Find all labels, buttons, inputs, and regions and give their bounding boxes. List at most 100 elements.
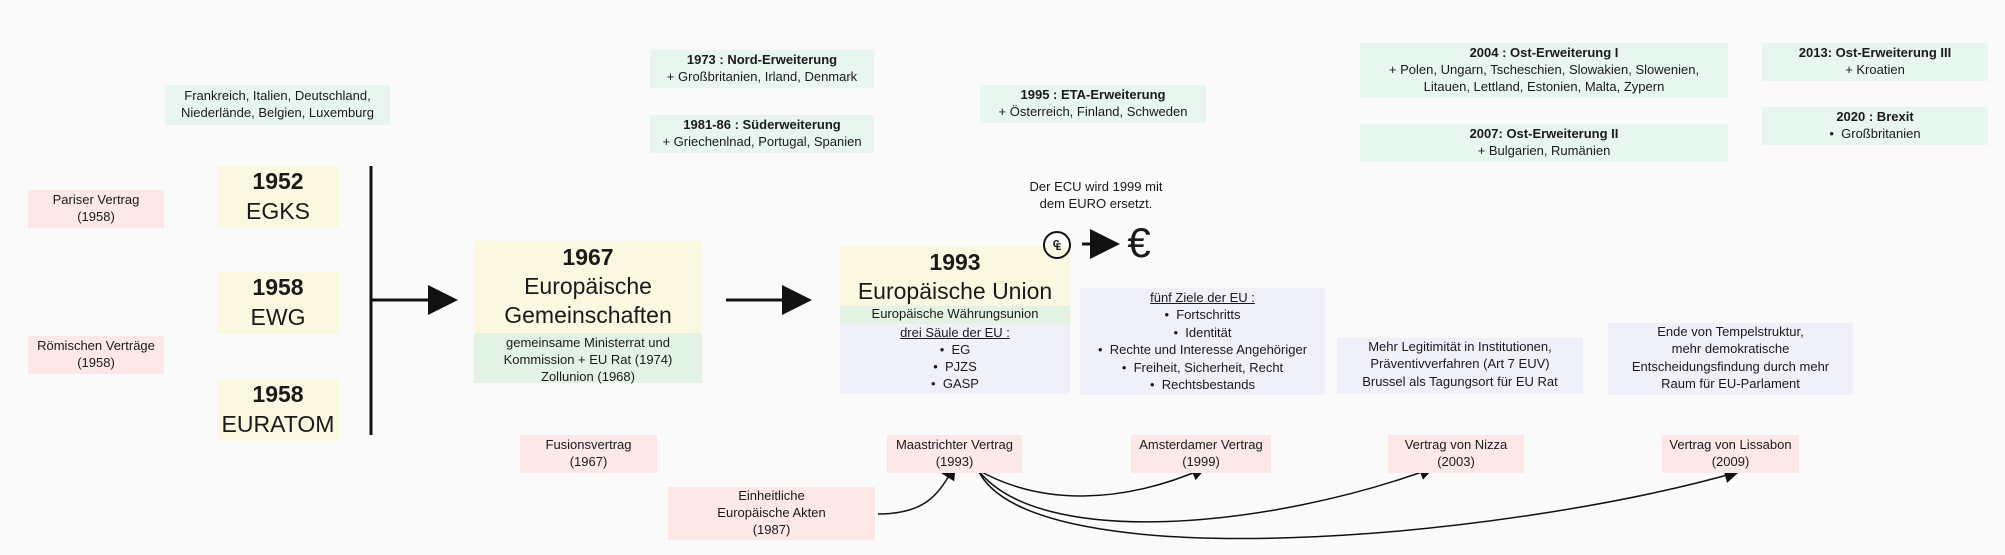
rome-treaties-name: Römischen Verträge bbox=[37, 338, 155, 353]
eu-waehrungsunion: Europäische Währungsunion bbox=[840, 306, 1070, 324]
east2-members: + Bulgarien, Rumänien bbox=[1477, 142, 1611, 158]
eg-1967-name-line1: Europäische bbox=[524, 273, 652, 300]
arrow-eea-to-maastricht bbox=[877, 464, 956, 515]
treaty-eea: Einheitliche Europäische Akten (1987) bbox=[668, 487, 875, 540]
north-members: + Großbritanien, Irland, Denmark bbox=[666, 68, 858, 84]
pillar-item: GASP bbox=[840, 375, 1070, 392]
enlargement-east1: 2004 : Ost-Erweiterung I + Polen, Ungarn… bbox=[1360, 43, 1728, 98]
arrow-maastricht-to-amsterdam bbox=[977, 466, 1207, 497]
goal-item: Identität bbox=[1080, 324, 1325, 341]
eea-line2: Europäische Akten bbox=[717, 504, 826, 520]
nizza-note-line: Präventivverfahren (Art 7 EUV) bbox=[1370, 356, 1550, 372]
treaty-nizza: Vertrag von Nizza (2003) bbox=[1388, 435, 1524, 473]
lissabon-note-line: Raum für EU-Parlament bbox=[1661, 375, 1800, 391]
ewg-name: EWG bbox=[250, 303, 306, 330]
rome-treaties: Römischen Verträge (1958) bbox=[28, 336, 164, 374]
paris-treaty-name: Pariser Vertrag bbox=[52, 192, 140, 207]
goals-title: fünf Ziele der EU : bbox=[1150, 290, 1255, 305]
efta-title: 1995 : ETA-Erweiterung bbox=[1020, 87, 1166, 102]
lissabon-note-line: mehr demokratische bbox=[1671, 341, 1790, 357]
rome-treaties-year: (1958) bbox=[77, 354, 115, 370]
amsterdam-year: (1999) bbox=[1182, 453, 1220, 469]
enlargement-south: 1981-86 : Süderweiterung + Griechenlnad,… bbox=[650, 115, 874, 153]
egks-name: EGKS bbox=[246, 197, 310, 224]
eu-1993-box: 1993 Europäische Union bbox=[840, 246, 1070, 306]
enlargement-east2: 2007: Ost-Erweiterung II + Bulgarien, Ru… bbox=[1360, 124, 1728, 162]
eu-1993-name: Europäische Union bbox=[857, 278, 1053, 305]
arrow-maastricht-to-nizza bbox=[977, 465, 1435, 523]
fusion-name: Fusionsvertrag bbox=[545, 437, 632, 452]
goal-item: Rechtsbestands bbox=[1080, 376, 1325, 393]
community-egks: 1952 EGKS bbox=[217, 166, 339, 228]
treaty-maastricht: Maastrichter Vertrag (1993) bbox=[887, 435, 1022, 473]
nizza-name: Vertrag von Nizza bbox=[1404, 437, 1508, 452]
paris-treaty-year: (1958) bbox=[77, 208, 115, 224]
maastricht-year: (1993) bbox=[935, 453, 974, 469]
paris-treaty: Pariser Vertrag (1958) bbox=[28, 190, 164, 228]
eg-1967-year: 1967 bbox=[562, 244, 614, 270]
amsterdam-name: Amsterdamer Vertrag bbox=[1139, 437, 1263, 452]
eg-1967-details: gemeinsame Ministerrat und Kommission + … bbox=[474, 333, 702, 385]
eu-1993-year: 1993 bbox=[929, 249, 981, 275]
nizza-year: (2003) bbox=[1437, 453, 1475, 469]
east1-members-line2: Litauen, Lettland, Estonien, Malta, Zype… bbox=[1423, 78, 1665, 94]
nizza-note-line: Brussel als Tagungsort für EU Rat bbox=[1362, 373, 1558, 389]
east3-title: 2013: Ost-Erweiterung III bbox=[1798, 45, 1952, 60]
eea-line1: Einheitliche bbox=[738, 488, 805, 503]
south-members: + Griechenlnad, Portugal, Spanien bbox=[662, 133, 862, 149]
eu-goals: fünf Ziele der EU : Fortschritts Identit… bbox=[1080, 288, 1325, 395]
ecu-symbol-icon: ₠ bbox=[1043, 231, 1071, 259]
goals-list: Fortschritts Identität Rechte und Intere… bbox=[1080, 306, 1325, 393]
ewg-year: 1958 bbox=[252, 274, 304, 300]
eu-pillars: drei Säule der EU : EG PJZS GASP bbox=[840, 324, 1070, 394]
lissabon-note: Ende von Tempelstruktur, mehr demokratis… bbox=[1608, 323, 1853, 395]
nizza-note-line: Mehr Legitimität in Institutionen, bbox=[1368, 339, 1552, 354]
ecu-note-line2: dem EURO ersetzt. bbox=[1039, 195, 1153, 211]
east1-members-line1: + Polen, Ungarn, Tscheschien, Slowakien,… bbox=[1388, 61, 1700, 77]
lissabon-name: Vertrag von Lissabon bbox=[1669, 437, 1792, 452]
south-title: 1981-86 : Süderweiterung bbox=[683, 117, 841, 132]
arrow-maastricht-to-lissabon bbox=[977, 468, 1740, 540]
goal-item: Fortschritts bbox=[1080, 306, 1325, 323]
ecu-note-line1: Der ECU wird 1999 mit bbox=[1029, 179, 1163, 194]
lissabon-year: (2009) bbox=[1711, 453, 1750, 469]
north-title: 1973 : Nord-Erweiterung bbox=[686, 52, 838, 67]
fusion-year: (1967) bbox=[569, 453, 608, 469]
community-euratom: 1958 EURATOM bbox=[217, 379, 339, 441]
eg-1967-box: 1967 Europäische Gemeinschaften bbox=[474, 241, 702, 333]
pillars-list: EG PJZS GASP bbox=[840, 341, 1070, 392]
lissabon-note-line: Ende von Tempelstruktur, bbox=[1657, 324, 1804, 339]
euratom-year: 1958 bbox=[252, 381, 304, 407]
maastricht-name: Maastrichter Vertrag bbox=[895, 437, 1014, 452]
goal-item: Freiheit, Sicherheit, Recht bbox=[1080, 359, 1325, 376]
eg-1967-name-line2: Gemeinschaften bbox=[504, 302, 672, 329]
pillar-item: PJZS bbox=[840, 358, 1070, 375]
brexit-title: 2020 : Brexit bbox=[1836, 109, 1914, 124]
east3-members: + Kroatien bbox=[1845, 61, 1905, 77]
treaty-fusion: Fusionsvertrag (1967) bbox=[520, 435, 657, 473]
efta-members: + Österreich, Finland, Schweden bbox=[998, 103, 1188, 119]
founding-members-note: Frankreich, Italien, Deutschland, Nieder… bbox=[165, 85, 390, 125]
nizza-note: Mehr Legitimität in Institutionen, Präve… bbox=[1337, 338, 1583, 394]
enlargement-efta: 1995 : ETA-Erweiterung + Österreich, Fin… bbox=[980, 85, 1206, 123]
east2-title: 2007: Ost-Erweiterung II bbox=[1469, 126, 1619, 141]
eg-detail-3: Zollunion (1968) bbox=[541, 369, 635, 385]
euratom-name: EURATOM bbox=[221, 410, 335, 437]
brexit-list: Großbritanien bbox=[1762, 126, 1988, 143]
goal-item: Rechte und Interesse Angehöriger bbox=[1080, 341, 1325, 358]
brexit: 2020 : Brexit Großbritanien bbox=[1762, 107, 1988, 145]
treaty-lissabon: Vertrag von Lissabon (2009) bbox=[1662, 435, 1799, 473]
pillars-title: drei Säule der EU : bbox=[900, 325, 1010, 340]
east1-title: 2004 : Ost-Erweiterung I bbox=[1469, 45, 1619, 60]
lissabon-note-line: Entscheidungsfindung durch mehr bbox=[1631, 358, 1830, 374]
enlargement-east3: 2013: Ost-Erweiterung III + Kroatien bbox=[1762, 43, 1988, 81]
brexit-member: Großbritanien bbox=[1762, 126, 1988, 143]
eg-detail-2: Kommission + EU Rat (1974) bbox=[503, 352, 673, 368]
egks-year: 1952 bbox=[252, 168, 304, 194]
pillar-item: EG bbox=[840, 341, 1070, 358]
eg-detail-1: gemeinsame Ministerrat und bbox=[505, 335, 671, 350]
ecu-note: Der ECU wird 1999 mit dem EURO ersetzt. bbox=[1010, 179, 1182, 213]
treaty-amsterdam: Amsterdamer Vertrag (1999) bbox=[1131, 435, 1271, 473]
enlargement-north: 1973 : Nord-Erweiterung + Großbritanien,… bbox=[650, 50, 874, 88]
